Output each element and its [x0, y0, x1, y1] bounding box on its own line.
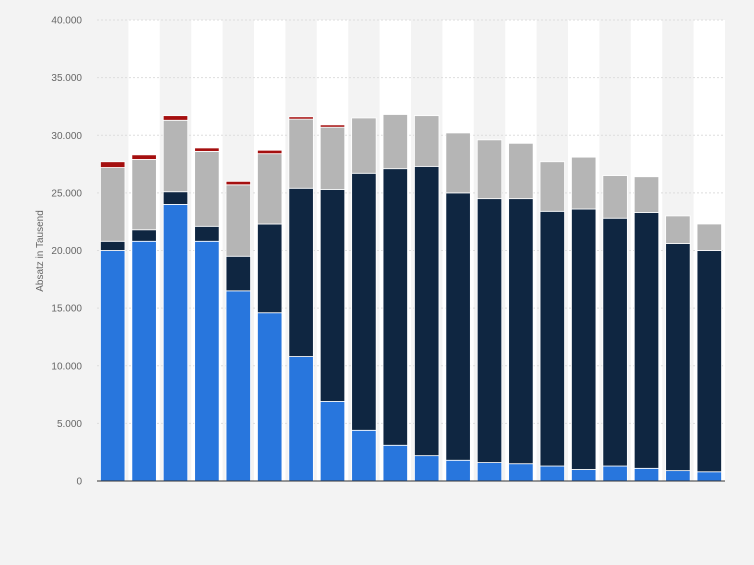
bar-segment: [445, 132, 471, 194]
bar-segment: [131, 240, 157, 482]
bar-segment: [571, 156, 597, 210]
bar-segment: [288, 116, 314, 120]
bar-segment: [225, 255, 251, 292]
bar-segment: [696, 223, 722, 251]
bar-segment: [288, 187, 314, 357]
bar-segment: [633, 467, 660, 482]
bar-segment: [131, 159, 157, 231]
y-axis-ticks: 0 5.000 10.000 15.000 20.000 25.000 30.000 35.0…: [51, 16, 82, 488]
y-tick-label: 10.000: [51, 361, 82, 372]
bar-segment: [414, 115, 440, 167]
bar-segment: [476, 198, 503, 463]
bar-segment: [382, 444, 408, 482]
bar-segment: [131, 154, 157, 160]
bar-segment: [571, 469, 597, 482]
bar-segment: [100, 250, 126, 482]
y-tick-label: 35.000: [51, 73, 82, 84]
bar-segment: [696, 250, 722, 473]
bar-segment: [288, 118, 314, 189]
bar-segment: [602, 465, 628, 482]
bar-segment: [319, 124, 346, 128]
bar-segment: [225, 184, 251, 257]
bar-segment: [539, 465, 565, 482]
y-tick-label: 5.000: [57, 419, 82, 430]
bar-segment: [382, 114, 408, 170]
bar-segment: [665, 243, 691, 472]
bar-segment: [351, 172, 377, 431]
bar-segment: [633, 176, 660, 213]
bar-segment: [476, 139, 503, 200]
bar-segment: [351, 117, 377, 174]
bar-segment: [508, 198, 534, 465]
bar-segment: [162, 191, 189, 205]
bar-segment: [225, 290, 251, 482]
bar-segment: [351, 429, 377, 482]
bars: [100, 114, 722, 482]
bar-segment: [162, 203, 189, 482]
bar-segment: [696, 471, 722, 482]
bar-segment: [288, 356, 314, 482]
y-axis-title: Absatz in Tausend: [35, 210, 46, 292]
bar-segment: [539, 210, 565, 467]
bar-segment: [100, 167, 126, 242]
bar-segment: [131, 229, 157, 242]
bar-segment: [100, 161, 126, 168]
y-tick-label: 40.000: [51, 16, 82, 27]
bar-segment: [445, 459, 471, 482]
y-tick-label: 0: [76, 477, 82, 488]
bar-segment: [382, 168, 408, 446]
bar-segment: [508, 463, 534, 482]
bar-segment: [194, 150, 220, 227]
bar-segment: [414, 165, 440, 457]
bar-segment: [319, 126, 346, 190]
bar-segment: [100, 240, 126, 251]
y-tick-label: 20.000: [51, 246, 82, 257]
bar-segment: [571, 208, 597, 470]
bar-segment: [508, 142, 534, 200]
bar-segment: [194, 147, 220, 152]
bar-segment: [319, 189, 346, 402]
bar-segment: [257, 153, 283, 225]
bar-segment: [476, 462, 503, 482]
bar-segment: [602, 175, 628, 219]
bar-segment: [445, 192, 471, 461]
bar-segment: [225, 180, 251, 186]
bar-segment: [257, 149, 283, 155]
bar-segment: [665, 215, 691, 244]
bar-segment: [257, 312, 283, 482]
bar-segment: [665, 470, 691, 482]
bar-segment: [194, 240, 220, 482]
bar-segment: [539, 161, 565, 212]
bar-segment: [162, 115, 189, 121]
bar-segment: [414, 455, 440, 482]
bar-segment: [602, 217, 628, 467]
bar-segment: [194, 225, 220, 242]
bar-segment: [319, 401, 346, 482]
y-tick-label: 30.000: [51, 131, 82, 142]
bar-segment: [257, 223, 283, 314]
bar-segment: [162, 119, 189, 193]
y-tick-label: 15.000: [51, 304, 82, 315]
bar-segment: [633, 212, 660, 469]
y-tick-label: 25.000: [51, 188, 82, 199]
